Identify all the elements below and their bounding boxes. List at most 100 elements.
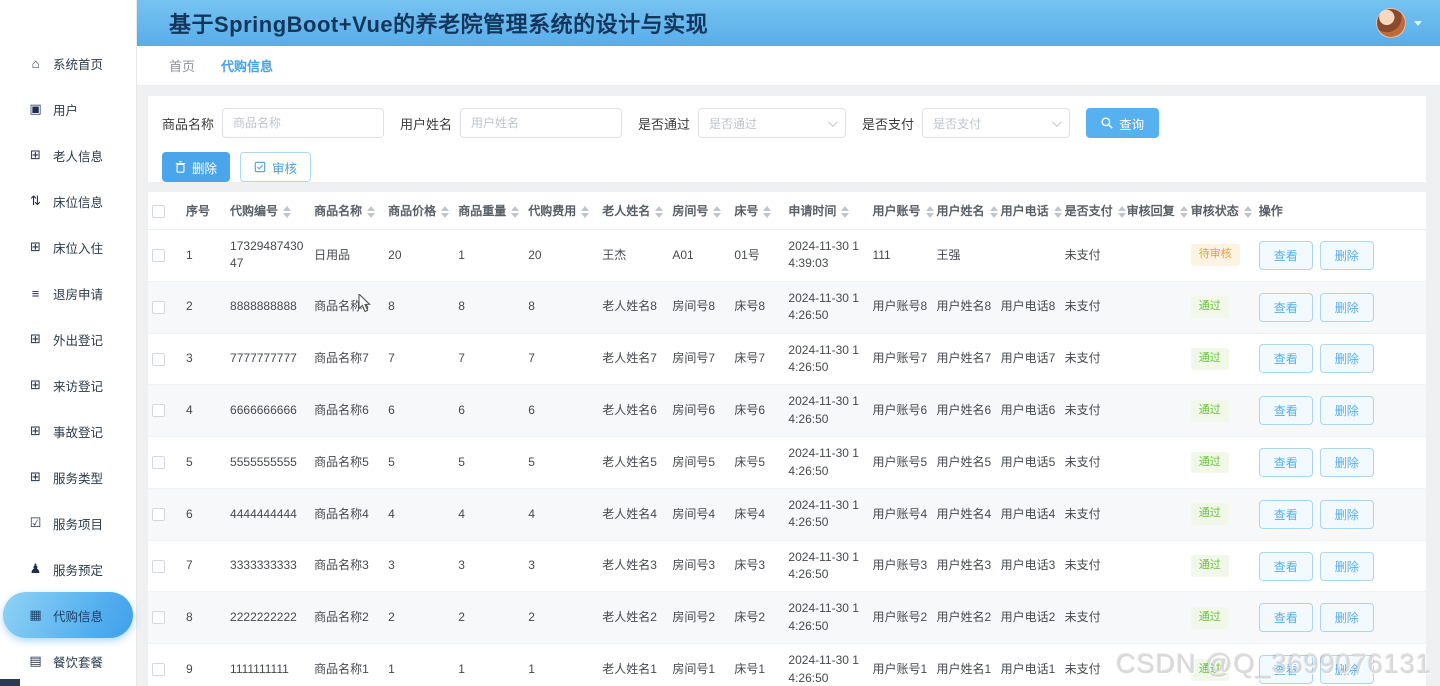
search-button[interactable]: 查询 [1086, 108, 1160, 138]
sidebar-item-床位信息[interactable]: ⇅ 床位信息 [0, 178, 136, 224]
sidebar-item-服务类型[interactable]: ⊞ 服务类型 [0, 454, 136, 500]
delete-button[interactable]: 删除 [162, 152, 231, 182]
view-button[interactable]: 查看 [1258, 603, 1313, 633]
delete-row-button[interactable]: 删除 [1319, 448, 1374, 478]
column-header-用户电话[interactable]: 用户电话 [996, 192, 1062, 230]
sort-icons[interactable] [1243, 205, 1252, 218]
sort-icons[interactable] [581, 205, 590, 218]
delete-row-button[interactable]: 删除 [1319, 396, 1374, 426]
sidebar-item-服务项目[interactable]: ☑ 服务项目 [0, 500, 136, 546]
column-header-审核状态[interactable]: 审核状态 [1186, 192, 1255, 230]
filter-select-3[interactable]: 是否支付 [922, 108, 1071, 138]
sort-asc-icon[interactable] [925, 205, 934, 211]
filter-select-2[interactable]: 是否通过 [698, 108, 847, 138]
column-header-用户姓名[interactable]: 用户姓名 [932, 192, 998, 230]
sort-icons[interactable] [1053, 205, 1062, 218]
view-button[interactable]: 查看 [1258, 448, 1313, 478]
sort-asc-icon[interactable] [655, 205, 664, 211]
sort-desc-icon[interactable] [925, 212, 934, 218]
view-button[interactable]: 查看 [1258, 292, 1313, 322]
sidebar-item-餐饮套餐[interactable]: ▤ 餐饮套餐 [0, 638, 136, 684]
sort-asc-icon[interactable] [713, 205, 722, 211]
column-header-床号[interactable]: 床号 [730, 192, 785, 230]
sort-asc-icon[interactable] [581, 205, 590, 211]
sort-icons[interactable] [655, 205, 664, 218]
sort-icons[interactable] [367, 205, 376, 218]
sort-icons[interactable] [1179, 205, 1188, 218]
sort-asc-icon[interactable] [841, 205, 850, 211]
view-button[interactable]: 查看 [1258, 240, 1313, 270]
sort-asc-icon[interactable] [511, 205, 520, 211]
audit-button[interactable]: 审核 [240, 152, 312, 182]
sort-asc-icon[interactable] [283, 205, 292, 211]
column-header-房间号[interactable]: 房间号 [668, 192, 731, 230]
breadcrumb-home[interactable]: 首页 [169, 59, 196, 74]
sort-asc-icon[interactable] [1117, 205, 1126, 211]
sort-desc-icon[interactable] [283, 212, 292, 218]
view-button[interactable]: 查看 [1258, 551, 1313, 581]
sort-desc-icon[interactable] [511, 212, 520, 218]
sort-icons[interactable] [841, 205, 850, 218]
sort-desc-icon[interactable] [655, 212, 664, 218]
sidebar-item-代购信息[interactable]: ▦ 代购信息 [3, 592, 133, 638]
sort-desc-icon[interactable] [841, 212, 850, 218]
row-checkbox[interactable] [152, 404, 165, 418]
column-header-代购费用[interactable]: 代购费用 [524, 192, 599, 230]
sort-desc-icon[interactable] [1179, 212, 1188, 218]
chevron-down-icon[interactable] [1414, 20, 1422, 26]
sort-icons[interactable] [283, 205, 292, 218]
view-button[interactable]: 查看 [1258, 396, 1313, 426]
sort-desc-icon[interactable] [1053, 212, 1062, 218]
sort-icons[interactable] [1117, 205, 1126, 218]
column-header-申请时间[interactable]: 申请时间 [784, 192, 869, 230]
row-checkbox[interactable] [152, 663, 165, 677]
row-checkbox[interactable] [152, 611, 165, 625]
filter-input-0[interactable] [222, 108, 385, 138]
row-checkbox[interactable] [152, 456, 165, 470]
column-header-商品价格[interactable]: 商品价格 [384, 192, 455, 230]
delete-row-button[interactable]: 删除 [1319, 240, 1374, 270]
column-header-商品名称[interactable]: 商品名称 [310, 192, 385, 230]
sort-icons[interactable] [763, 205, 772, 218]
sort-icons[interactable] [511, 205, 520, 218]
user-avatar[interactable] [1376, 8, 1406, 38]
row-checkbox[interactable] [152, 249, 165, 263]
sort-asc-icon[interactable] [1053, 205, 1062, 211]
delete-row-button[interactable]: 删除 [1319, 551, 1374, 581]
delete-row-button[interactable]: 删除 [1319, 603, 1374, 633]
sort-desc-icon[interactable] [763, 212, 772, 218]
sort-asc-icon[interactable] [1179, 205, 1188, 211]
column-header-是否支付[interactable]: 是否支付 [1060, 192, 1126, 230]
column-header-老人姓名[interactable]: 老人姓名 [598, 192, 669, 230]
column-header-审核回复[interactable]: 审核回复 [1122, 192, 1188, 230]
column-header-代购编号[interactable]: 代购编号 [226, 192, 311, 230]
delete-row-button[interactable]: 删除 [1319, 344, 1374, 374]
select-all-checkbox[interactable] [152, 204, 165, 218]
sidebar-item-事故登记[interactable]: ⊞ 事故登记 [0, 408, 136, 454]
sort-icons[interactable] [713, 205, 722, 218]
view-button[interactable]: 查看 [1258, 655, 1313, 685]
sidebar-item-用户[interactable]: ▣ 用户 [0, 86, 136, 132]
sort-asc-icon[interactable] [1243, 205, 1252, 211]
filter-input-1[interactable] [460, 108, 623, 138]
sidebar-item-系统首页[interactable]: ⌂ 系统首页 [0, 40, 136, 86]
row-checkbox[interactable] [152, 300, 165, 314]
row-checkbox[interactable] [152, 352, 165, 366]
column-header-商品重量[interactable]: 商品重量 [454, 192, 525, 230]
sort-desc-icon[interactable] [581, 212, 590, 218]
sidebar-item-退房申请[interactable]: ≡ 退房申请 [0, 270, 136, 316]
delete-row-button[interactable]: 删除 [1319, 292, 1374, 322]
sort-desc-icon[interactable] [1117, 212, 1126, 218]
view-button[interactable]: 查看 [1258, 344, 1313, 374]
row-checkbox[interactable] [152, 507, 165, 521]
sidebar-item-服务预定[interactable]: ♟ 服务预定 [0, 546, 136, 592]
sort-asc-icon[interactable] [763, 205, 772, 211]
sort-asc-icon[interactable] [441, 205, 450, 211]
sort-asc-icon[interactable] [989, 205, 998, 211]
sort-icons[interactable] [441, 205, 450, 218]
delete-row-button[interactable]: 删除 [1319, 655, 1374, 685]
view-button[interactable]: 查看 [1258, 499, 1313, 529]
sort-icons[interactable] [989, 205, 998, 218]
sidebar-item-床位入住[interactable]: ⊞ 床位入住 [0, 224, 136, 270]
sort-desc-icon[interactable] [367, 212, 376, 218]
